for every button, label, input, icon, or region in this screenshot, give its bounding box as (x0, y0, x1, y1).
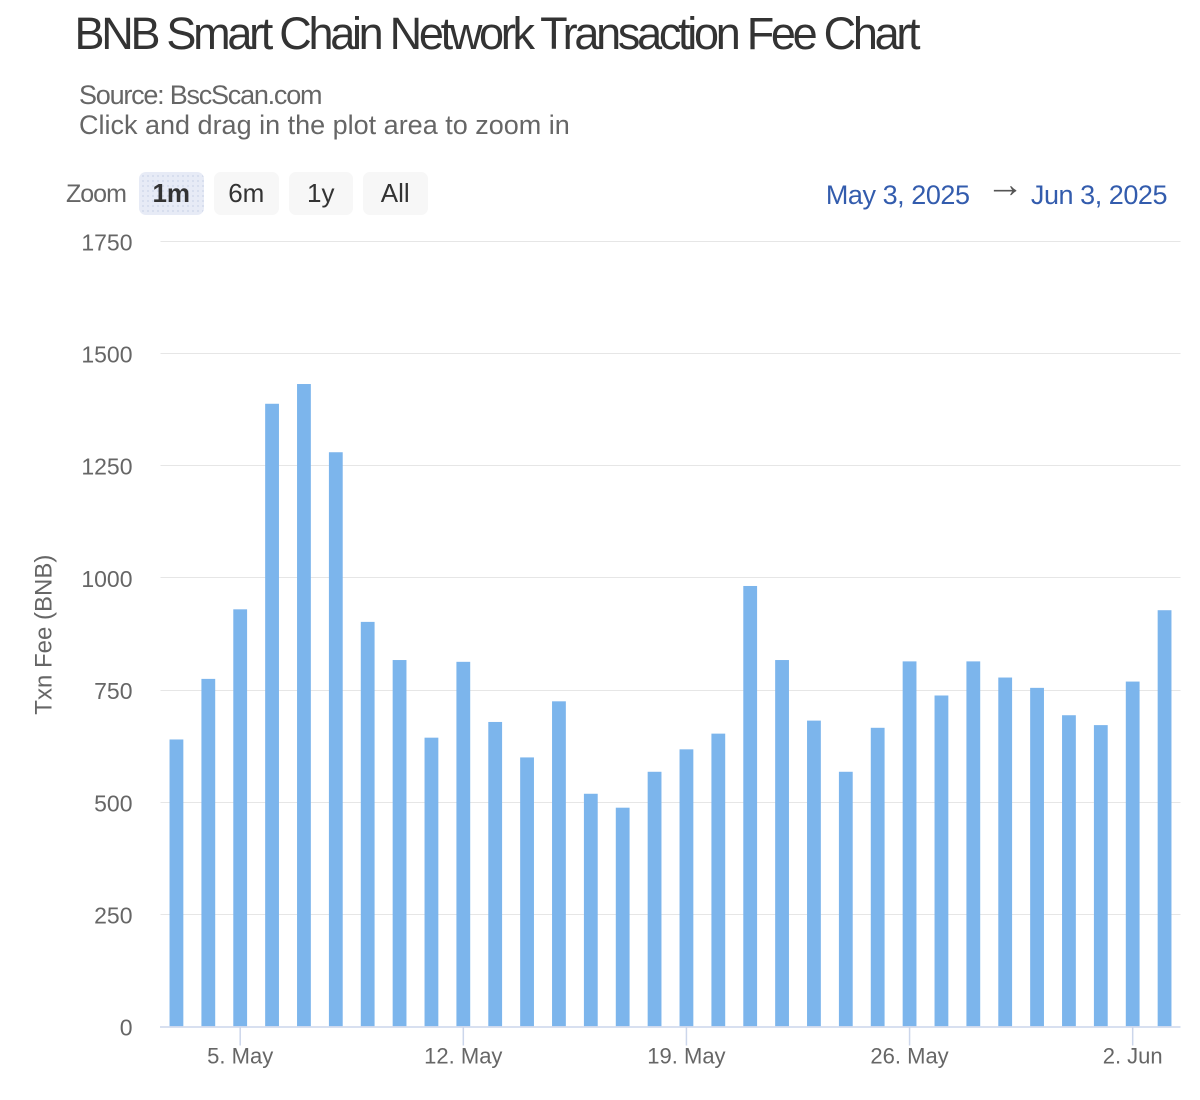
svg-text:2. Jun: 2. Jun (1103, 1043, 1163, 1068)
svg-text:1000: 1000 (81, 566, 132, 592)
svg-text:0: 0 (120, 1015, 133, 1041)
svg-text:1750: 1750 (81, 229, 132, 255)
svg-text:Txn Fee (BNB): Txn Fee (BNB) (30, 555, 57, 715)
svg-text:750: 750 (94, 678, 132, 704)
svg-text:26. May: 26. May (870, 1043, 948, 1068)
svg-text:5. May: 5. May (207, 1043, 273, 1068)
svg-text:19. May: 19. May (647, 1043, 725, 1068)
svg-text:250: 250 (94, 903, 132, 929)
svg-text:1250: 1250 (81, 454, 132, 480)
svg-text:500: 500 (94, 790, 132, 816)
svg-text:1500: 1500 (81, 342, 132, 368)
svg-text:12. May: 12. May (424, 1043, 502, 1068)
